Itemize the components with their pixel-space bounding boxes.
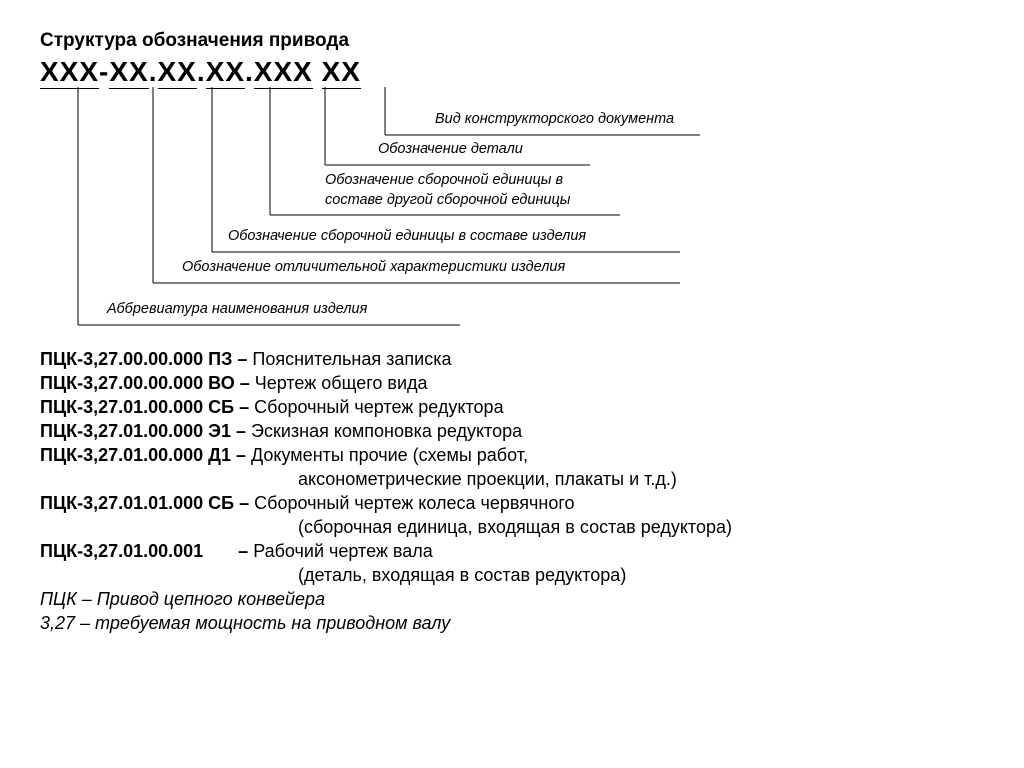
callout-label-4: Обозначение отличительной характеристики…: [182, 259, 565, 275]
callout-diagram: Вид конструкторского документа Обозначени…: [40, 87, 984, 347]
example-row-2: ПЦК-3,27.01.00.000 СБ – Сборочный чертеж…: [40, 395, 984, 419]
pattern-seg-3: ХХ: [158, 56, 197, 89]
pattern-sep-5: [313, 56, 322, 87]
example-desc-cont: аксонометрические проекции, плакаты и т.…: [40, 467, 984, 491]
pattern-sep-3: .: [197, 56, 206, 87]
designation-pattern: ХХХ-ХХ.ХХ.ХХ.ХХХ ХХ: [40, 56, 361, 89]
example-desc: Рабочий чертеж вала: [253, 541, 433, 561]
example-row-5: ПЦК-3,27.01.01.000 СБ – Сборочный чертеж…: [40, 491, 984, 515]
example-desc-cont: (сборочная единица, входящая в состав ре…: [40, 515, 984, 539]
callout-label-2: Обозначение сборочной единицы всоставе д…: [325, 170, 570, 210]
footnote-1: 3,27 – требуемая мощность на приводном в…: [40, 611, 984, 635]
example-desc: Пояснительная записка: [252, 349, 451, 369]
pattern-seg-5: ХХХ: [254, 56, 313, 89]
example-desc: Чертеж общего вида: [255, 373, 428, 393]
page-title: Структура обозначения привода: [40, 30, 984, 52]
example-desc-cont: (деталь, входящая в состав редуктора): [40, 563, 984, 587]
example-desc: Сборочный чертеж колеса червячного: [254, 493, 574, 513]
example-row-1: ПЦК-3,27.00.00.000 ВО – Чертеж общего ви…: [40, 371, 984, 395]
example-row-3: ПЦК-3,27.01.00.000 Э1 – Эскизная компоно…: [40, 419, 984, 443]
example-code: ПЦК-3,27.00.00.000 ПЗ –: [40, 349, 252, 369]
example-row-4: ПЦК-3,27.01.00.000 Д1 – Документы прочие…: [40, 443, 984, 467]
footnote-0: ПЦК – Привод цепного конвейера: [40, 587, 984, 611]
example-code: ПЦК-3,27.01.00.001 –: [40, 541, 253, 561]
pattern-seg-2: ХХ: [109, 56, 148, 89]
example-code: ПЦК-3,27.01.00.000 Э1 –: [40, 421, 251, 441]
example-desc: Сборочный чертеж редуктора: [254, 397, 503, 417]
callout-label-1: Обозначение детали: [378, 141, 523, 157]
pattern-seg-4: ХХ: [206, 56, 245, 89]
examples-list: ПЦК-3,27.00.00.000 ПЗ – Пояснительная за…: [40, 347, 984, 635]
example-code: ПЦК-3,27.01.00.000 Д1 –: [40, 445, 251, 465]
example-desc: Документы прочие (схемы работ,: [251, 445, 528, 465]
callout-label-3: Обозначение сборочной единицы в составе …: [228, 228, 586, 244]
example-code: ПЦК-3,27.01.01.000 СБ –: [40, 493, 254, 513]
callout-label-0: Вид конструкторского документа: [435, 111, 674, 127]
example-code: ПЦК-3,27.01.00.000 СБ –: [40, 397, 254, 417]
pattern-seg-1: ХХХ: [40, 56, 99, 89]
callout-label-5: Аббревиатура наименования изделия: [107, 301, 367, 317]
pattern-sep-2: .: [149, 56, 158, 87]
example-row-6: ПЦК-3,27.01.00.001 – Рабочий чертеж вала: [40, 539, 984, 563]
example-row-0: ПЦК-3,27.00.00.000 ПЗ – Пояснительная за…: [40, 347, 984, 371]
pattern-sep-1: -: [99, 56, 109, 87]
example-code: ПЦК-3,27.00.00.000 ВО –: [40, 373, 255, 393]
pattern-sep-4: .: [245, 56, 254, 87]
example-desc: Эскизная компоновка редуктора: [251, 421, 522, 441]
pattern-seg-6: ХХ: [322, 56, 361, 89]
